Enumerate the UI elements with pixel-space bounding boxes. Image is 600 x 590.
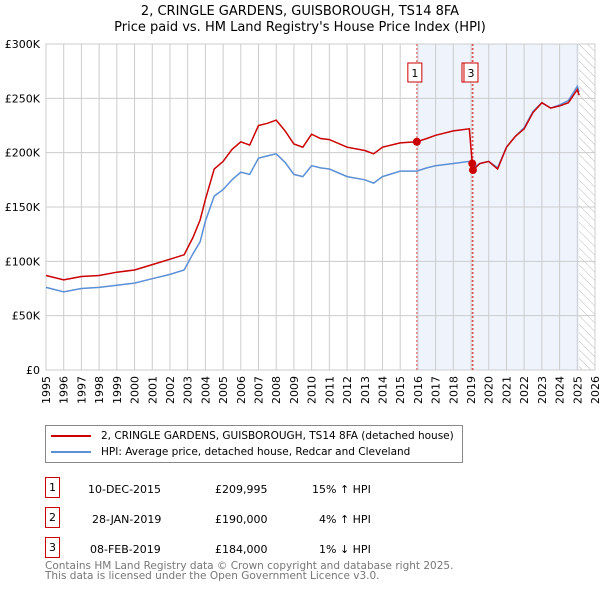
y-tick-label: £150K bbox=[5, 201, 41, 214]
legend-label: HPI: Average price, detached house, Redc… bbox=[101, 446, 411, 458]
sale-label: 3 bbox=[467, 67, 474, 80]
x-tick-label: 2008 bbox=[270, 376, 283, 404]
x-tick-label: 2007 bbox=[253, 376, 266, 404]
x-tick-label: 1995 bbox=[40, 376, 53, 404]
transaction-price: £209,995 bbox=[215, 483, 268, 496]
price-chart: 1995 1996 1997 1998 1999 2000 2001 2002 2003 2004… bbox=[5, 38, 600, 404]
sale-label: 1 bbox=[411, 67, 418, 80]
x-tick-label: 2010 bbox=[306, 376, 319, 404]
legend-item-property: 2, CRINGLE GARDENS, GUISBOROUGH, TS14 8F… bbox=[51, 430, 454, 442]
x-tick-label: 2025 bbox=[571, 376, 584, 404]
transaction-hpi: 4% ↑ HPI bbox=[319, 513, 371, 526]
footer: Contains HM Land Registry data © Crown c… bbox=[45, 560, 454, 582]
x-tick-label: 2017 bbox=[430, 376, 443, 404]
transaction-number: 1 bbox=[45, 477, 60, 498]
x-tick-label: 2015 bbox=[394, 376, 407, 404]
chart-title: 2, CRINGLE GARDENS, GUISBOROUGH, TS14 8F… bbox=[140, 4, 460, 19]
x-tick-label: 1996 bbox=[58, 376, 71, 404]
x-tick-label: 2001 bbox=[146, 376, 159, 404]
y-tick-label: £0 bbox=[26, 364, 40, 377]
x-tick-label: 2013 bbox=[359, 376, 372, 404]
legend-swatch-blue bbox=[51, 451, 91, 453]
x-tick-label: 2000 bbox=[129, 376, 142, 404]
x-tick-label: 2004 bbox=[199, 376, 212, 404]
x-tick-label: 1997 bbox=[75, 376, 88, 404]
y-tick-label: £300K bbox=[5, 38, 41, 51]
x-tick-label: 2024 bbox=[554, 376, 567, 404]
x-tick-label: 2003 bbox=[182, 376, 195, 404]
transaction-price: £190,000 bbox=[215, 513, 268, 526]
x-tick-label: 2022 bbox=[518, 376, 531, 404]
transaction-hpi: 15% ↑ HPI bbox=[312, 483, 371, 496]
x-tick-label: 2005 bbox=[217, 376, 230, 404]
sale-label-box bbox=[463, 62, 479, 83]
transaction-number: 2 bbox=[45, 507, 60, 528]
x-tick-label: 2023 bbox=[536, 376, 549, 404]
legend: 2, CRINGLE GARDENS, GUISBOROUGH, TS14 8F… bbox=[45, 425, 463, 463]
x-tick-label: 2016 bbox=[412, 376, 425, 404]
sale-label-box bbox=[407, 62, 423, 83]
x-tick-label: 2020 bbox=[483, 376, 496, 404]
sale-point bbox=[468, 166, 477, 175]
transaction-price: £184,000 bbox=[215, 543, 268, 556]
transaction-number: 3 bbox=[45, 537, 60, 558]
transaction-date: 10-DEC-2015 bbox=[88, 483, 162, 496]
legend-item-hpi: HPI: Average price, detached house, Redc… bbox=[51, 446, 410, 458]
series-line bbox=[45, 87, 580, 281]
x-tick-label: 2002 bbox=[164, 376, 177, 404]
y-tick-label: £250K bbox=[5, 92, 41, 105]
plot-frame bbox=[45, 43, 596, 371]
y-tick-label: £50K bbox=[12, 310, 41, 323]
transaction-hpi: 1% ↓ HPI bbox=[319, 543, 371, 556]
x-tick-label: 2009 bbox=[288, 376, 301, 404]
sale-point bbox=[468, 159, 477, 168]
chart-subtitle: Price paid vs. HM Land Registry's House … bbox=[114, 20, 486, 35]
footer-licence: This data is licensed under the Open Gov… bbox=[45, 570, 380, 582]
x-tick-label: 2018 bbox=[447, 376, 460, 404]
x-tick-label: 1999 bbox=[111, 376, 124, 404]
x-tick-label: 2012 bbox=[341, 376, 354, 404]
x-tick-label: 2021 bbox=[500, 376, 513, 404]
transaction-date: 08-FEB-2019 bbox=[90, 543, 161, 556]
transaction-date: 28-JAN-2019 bbox=[92, 513, 162, 526]
y-tick-label: £100K bbox=[5, 255, 41, 268]
footer-copyright: Contains HM Land Registry data © Crown c… bbox=[45, 560, 454, 572]
sale-point bbox=[412, 137, 421, 146]
x-tick-label: 2019 bbox=[465, 376, 478, 404]
legend-swatch-red bbox=[51, 435, 91, 437]
x-tick-label: 1998 bbox=[93, 376, 106, 404]
x-tick-label: 2006 bbox=[235, 376, 248, 404]
x-tick-label: 2026 bbox=[589, 376, 600, 404]
x-tick-label: 2011 bbox=[323, 376, 336, 404]
legend-label: 2, CRINGLE GARDENS, GUISBOROUGH, TS14 8F… bbox=[101, 430, 454, 442]
x-tick-label: 2014 bbox=[376, 376, 389, 404]
y-tick-label: £200K bbox=[5, 147, 41, 160]
